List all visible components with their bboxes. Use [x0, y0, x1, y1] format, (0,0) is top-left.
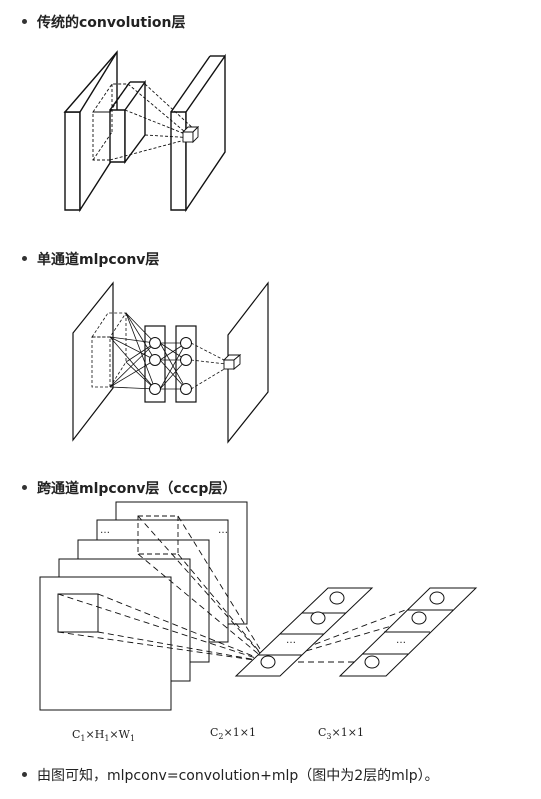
section-heading-convolution: 传统的convolution层 [22, 13, 185, 33]
middle-slab [109, 109, 126, 163]
conclusion: 由图可知，mlpconv=convolution+mlp（图中为2层的mlp）。 [37, 768, 439, 784]
neuron [149, 337, 161, 349]
neuron [180, 383, 192, 395]
section-title: 单通道mlpconv层 [37, 252, 160, 268]
section-heading-mlpconv: 单通道mlpconv层 [22, 250, 159, 270]
neuron [411, 611, 427, 625]
input-feature-map-front [64, 111, 81, 211]
neuron [149, 383, 161, 395]
neuron [180, 337, 192, 349]
bullet-icon [22, 18, 27, 24]
mlp-layer-2 [175, 325, 197, 403]
output-unit-cube [222, 354, 242, 370]
cccp-diagram: … … [39, 501, 478, 743]
neuron [260, 655, 276, 669]
section-title: 跨通道mlpconv层（cccp层） [37, 481, 237, 497]
convolution-diagram [63, 50, 226, 213]
bullet-icon [22, 484, 27, 490]
label-c2: C2×1×1 [210, 726, 256, 741]
receptive-field-patch [57, 593, 99, 633]
ellipsis: … [100, 525, 110, 536]
input-feature-map-top [63, 50, 118, 213]
mlpconv-diagram [72, 281, 269, 444]
section-title: 传统的convolution层 [37, 15, 186, 31]
input-feature-map [72, 281, 114, 442]
ellipsis: … [286, 635, 296, 646]
bullet-icon [22, 255, 27, 261]
output-feature-map [227, 281, 269, 444]
mlp-layer-1 [144, 325, 166, 403]
neuron [180, 354, 192, 366]
label-c3: C3×1×1 [318, 726, 364, 741]
neuron [149, 354, 161, 366]
bullet-icon [22, 771, 27, 777]
conclusion-text: 由图可知，mlpconv=convolution+mlp（图中为2层的mlp）。 [22, 766, 439, 786]
mlp-layer-c3 [338, 587, 478, 677]
neuron [364, 655, 380, 669]
neuron [429, 591, 445, 605]
neuron [310, 611, 326, 625]
neuron [329, 591, 345, 605]
ellipsis: … [396, 635, 406, 646]
output-unit-cube [181, 125, 200, 144]
label-c1-h1-w1: C1×H1×W1 [72, 728, 135, 743]
mlp-layer-c2 [234, 587, 374, 677]
ellipsis: … [218, 525, 228, 536]
section-heading-cccp: 跨通道mlpconv层（cccp层） [22, 479, 236, 499]
